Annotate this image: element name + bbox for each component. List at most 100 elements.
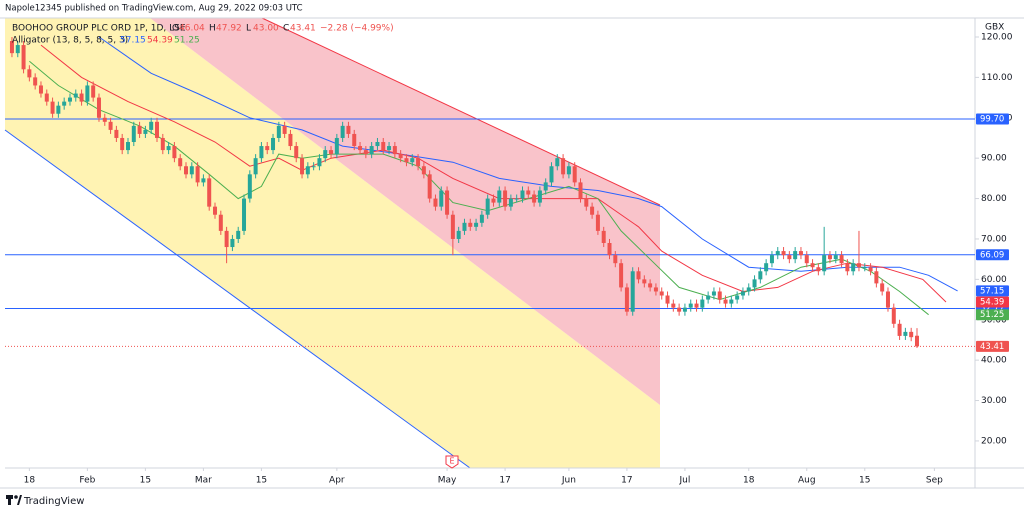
- candle-body: [578, 182, 583, 199]
- candle-body: [822, 255, 827, 272]
- candle-body: [566, 166, 571, 175]
- candle-body: [642, 279, 647, 284]
- hline-label: 66.09: [980, 250, 1004, 260]
- candle-body: [154, 121, 159, 138]
- candle-body: [474, 222, 479, 227]
- candle-body: [27, 69, 32, 78]
- candle-body: [38, 85, 43, 94]
- candle-body: [230, 238, 235, 248]
- candle-body: [810, 263, 815, 268]
- y-tick-label: 80.00: [981, 194, 1007, 204]
- candle-body: [804, 255, 809, 264]
- candle-body: [427, 174, 432, 199]
- trend-line: [4, 129, 471, 469]
- candle-body: [914, 335, 919, 347]
- candle-body: [624, 287, 629, 312]
- x-tick-label: Jul: [678, 476, 690, 486]
- candle-body: [125, 142, 130, 151]
- event-label: E: [449, 457, 454, 466]
- y-tick-label: 90.00: [981, 154, 1007, 164]
- candle-body: [468, 222, 473, 227]
- candle-body: [404, 158, 409, 163]
- candle-body: [856, 263, 861, 268]
- candle-body: [897, 323, 902, 336]
- candle-body: [398, 154, 403, 159]
- candle-body: [677, 307, 682, 312]
- x-tick-label: Apr: [329, 476, 345, 486]
- candle-body: [33, 77, 38, 86]
- candle-body: [189, 166, 194, 175]
- y-tick-label: 70.00: [981, 234, 1007, 244]
- candle-body: [21, 45, 26, 70]
- y-tick-label: 110.00: [981, 73, 1013, 83]
- candle-body: [561, 158, 566, 175]
- indicator-value: 54.39: [147, 36, 173, 46]
- candle-body: [671, 303, 676, 308]
- x-tick-label: Aug: [798, 476, 816, 486]
- candle-body: [120, 137, 125, 151]
- candle-body: [375, 142, 380, 147]
- candle-body: [323, 150, 328, 159]
- candle-body: [369, 146, 374, 155]
- candle-body: [195, 166, 200, 183]
- candle-body: [79, 93, 84, 102]
- candle-body: [735, 295, 740, 300]
- ohlc-key: H: [209, 24, 216, 34]
- candle-body: [108, 121, 113, 130]
- candle-body: [706, 295, 711, 300]
- candle-body: [311, 166, 316, 168]
- candle-body: [636, 271, 641, 280]
- y-tick-label: 40.00: [981, 356, 1007, 366]
- candle-body: [532, 194, 537, 203]
- candle-body: [874, 271, 879, 284]
- candle-body: [827, 255, 832, 260]
- candle-body: [421, 166, 426, 175]
- candle-body: [317, 158, 322, 167]
- candle-body: [688, 303, 693, 308]
- candle-body: [114, 129, 119, 138]
- candle-body: [62, 101, 67, 106]
- candle-body: [85, 85, 90, 102]
- event-marker: E: [445, 455, 459, 469]
- candle-body: [891, 307, 896, 324]
- event-badge: [445, 455, 459, 469]
- candle-body: [885, 291, 890, 308]
- candle-body: [271, 137, 276, 151]
- x-tick-label: 17: [499, 476, 510, 486]
- candle-body: [392, 146, 397, 155]
- candle-body: [851, 263, 856, 272]
- candle-body: [276, 125, 281, 138]
- candle-body: [149, 121, 154, 130]
- candle-body: [178, 158, 183, 167]
- symbol: BOOHOO GROUP PLC ORD 1P, 1D, LSE: [12, 24, 186, 34]
- ohlc-value: 43.00: [253, 24, 279, 34]
- candle-body: [572, 166, 577, 183]
- ohlc-value: 46.04: [179, 24, 205, 34]
- candle-body: [845, 263, 850, 272]
- candle-body: [485, 198, 490, 215]
- logo: [8, 499, 11, 505]
- candle-body: [143, 129, 148, 134]
- candle-body: [213, 206, 218, 215]
- alligator-line: [29, 60, 929, 316]
- candle-body: [56, 105, 61, 114]
- candle-body: [880, 283, 885, 292]
- indicator-label: 54.39: [980, 298, 1004, 308]
- candle-body: [15, 45, 20, 54]
- candle-body: [207, 178, 212, 207]
- candle-body: [329, 150, 334, 155]
- indicator-value: 51.25: [174, 36, 200, 46]
- candle-body: [648, 283, 653, 288]
- candle-body: [665, 295, 670, 304]
- publisher: Napole12345 published on TradingView.com…: [5, 4, 303, 14]
- candle-body: [909, 331, 914, 338]
- indicator-value: 57.15: [120, 36, 146, 46]
- candle-body: [520, 190, 525, 199]
- candle-body: [201, 178, 206, 183]
- candle-body: [50, 101, 55, 114]
- candle-body: [590, 206, 595, 215]
- candle-body: [769, 255, 774, 264]
- hline-box: [976, 113, 1009, 125]
- candle-body: [816, 267, 821, 272]
- candle-body: [653, 287, 658, 292]
